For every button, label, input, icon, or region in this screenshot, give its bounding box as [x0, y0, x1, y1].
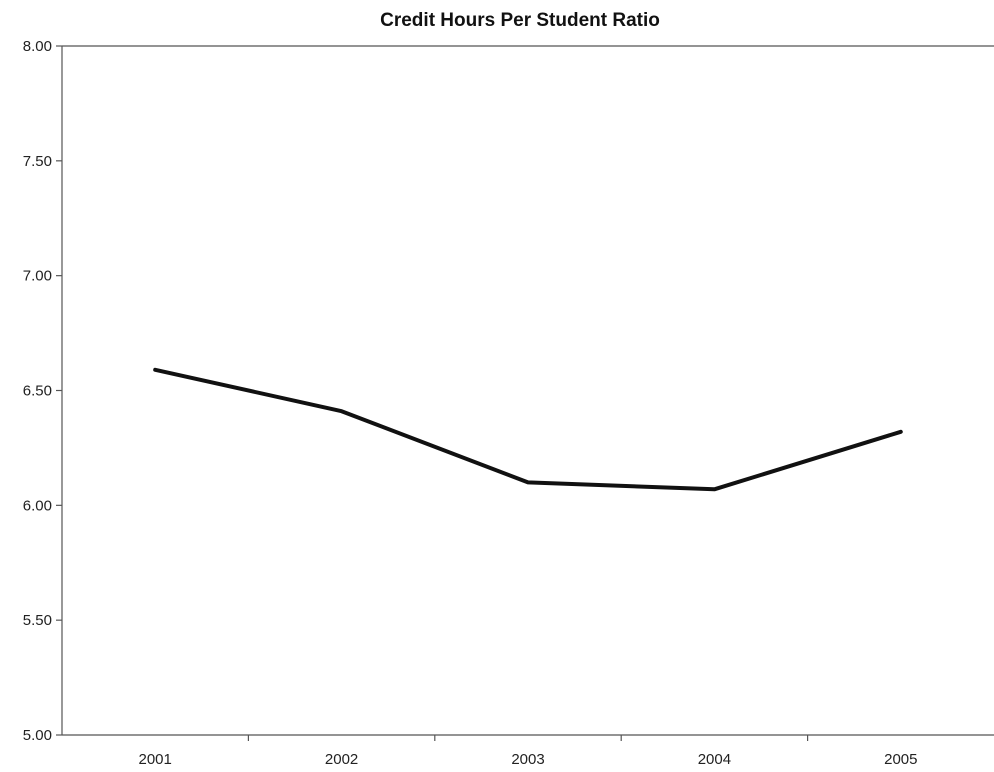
series-group [153, 367, 903, 492]
x-tick-label: 2005 [884, 751, 917, 768]
y-tick-label: 7.00 [23, 268, 52, 285]
data-point [340, 409, 344, 413]
y-tick-label: 8.00 [23, 38, 52, 55]
y-tick-label: 5.50 [23, 612, 52, 629]
series-line [153, 367, 903, 492]
chart-axes [61, 45, 994, 736]
chart-title: Credit Hours Per Student Ratio [380, 10, 660, 31]
y-tick-label: 6.50 [23, 383, 52, 400]
data-point [899, 430, 903, 434]
data-point [712, 487, 716, 491]
y-tick-label: 6.00 [23, 497, 52, 514]
data-point [153, 368, 157, 372]
y-tick-label: 7.50 [23, 153, 52, 170]
x-tick-label: 2001 [139, 751, 172, 768]
y-tick-label: 5.00 [23, 727, 52, 744]
data-point [526, 480, 530, 484]
x-tick-label: 2003 [511, 751, 544, 768]
x-tick-label: 2002 [325, 751, 358, 768]
x-tick-label: 2004 [698, 751, 731, 768]
x-axis-ticks: 2001 2002 2003 2004 2005 [139, 735, 917, 768]
y-axis-ticks: 8.00 7.50 7.00 6.50 6.00 5.50 5.00 [23, 38, 62, 744]
